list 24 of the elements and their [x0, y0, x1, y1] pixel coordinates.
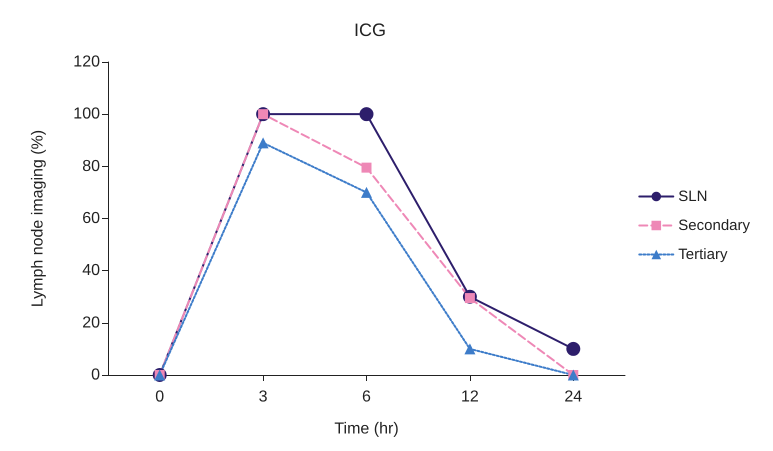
- y-tick-label: 0: [91, 366, 100, 384]
- y-tick-label: 100: [73, 106, 100, 123]
- y-tick-label: 20: [82, 314, 100, 332]
- point: [362, 162, 372, 173]
- x-tick-label: 0: [155, 388, 164, 406]
- legend-label: SLN: [678, 188, 708, 205]
- point: [464, 343, 476, 354]
- y-tick-label: 40: [82, 262, 100, 280]
- y-tick-label: 60: [82, 210, 100, 227]
- x-axis-title: Time (hr): [334, 420, 399, 438]
- legend-label: Tertiary: [678, 246, 728, 263]
- point: [361, 186, 372, 198]
- legend-label: Secondary: [678, 217, 750, 234]
- x-tick-label: 12: [461, 388, 479, 406]
- point: [360, 107, 374, 122]
- y-tick-label: 120: [73, 54, 100, 70]
- x-tick-label: 24: [564, 388, 582, 406]
- x-tick-label: 6: [362, 388, 372, 406]
- chart-title: ICG: [354, 20, 386, 40]
- y-tick-label: 80: [82, 158, 100, 175]
- x-tick-label: 3: [258, 388, 268, 406]
- point: [258, 137, 269, 148]
- point: [566, 342, 580, 356]
- y-axis-title: Lymph node imaging (%): [30, 130, 46, 308]
